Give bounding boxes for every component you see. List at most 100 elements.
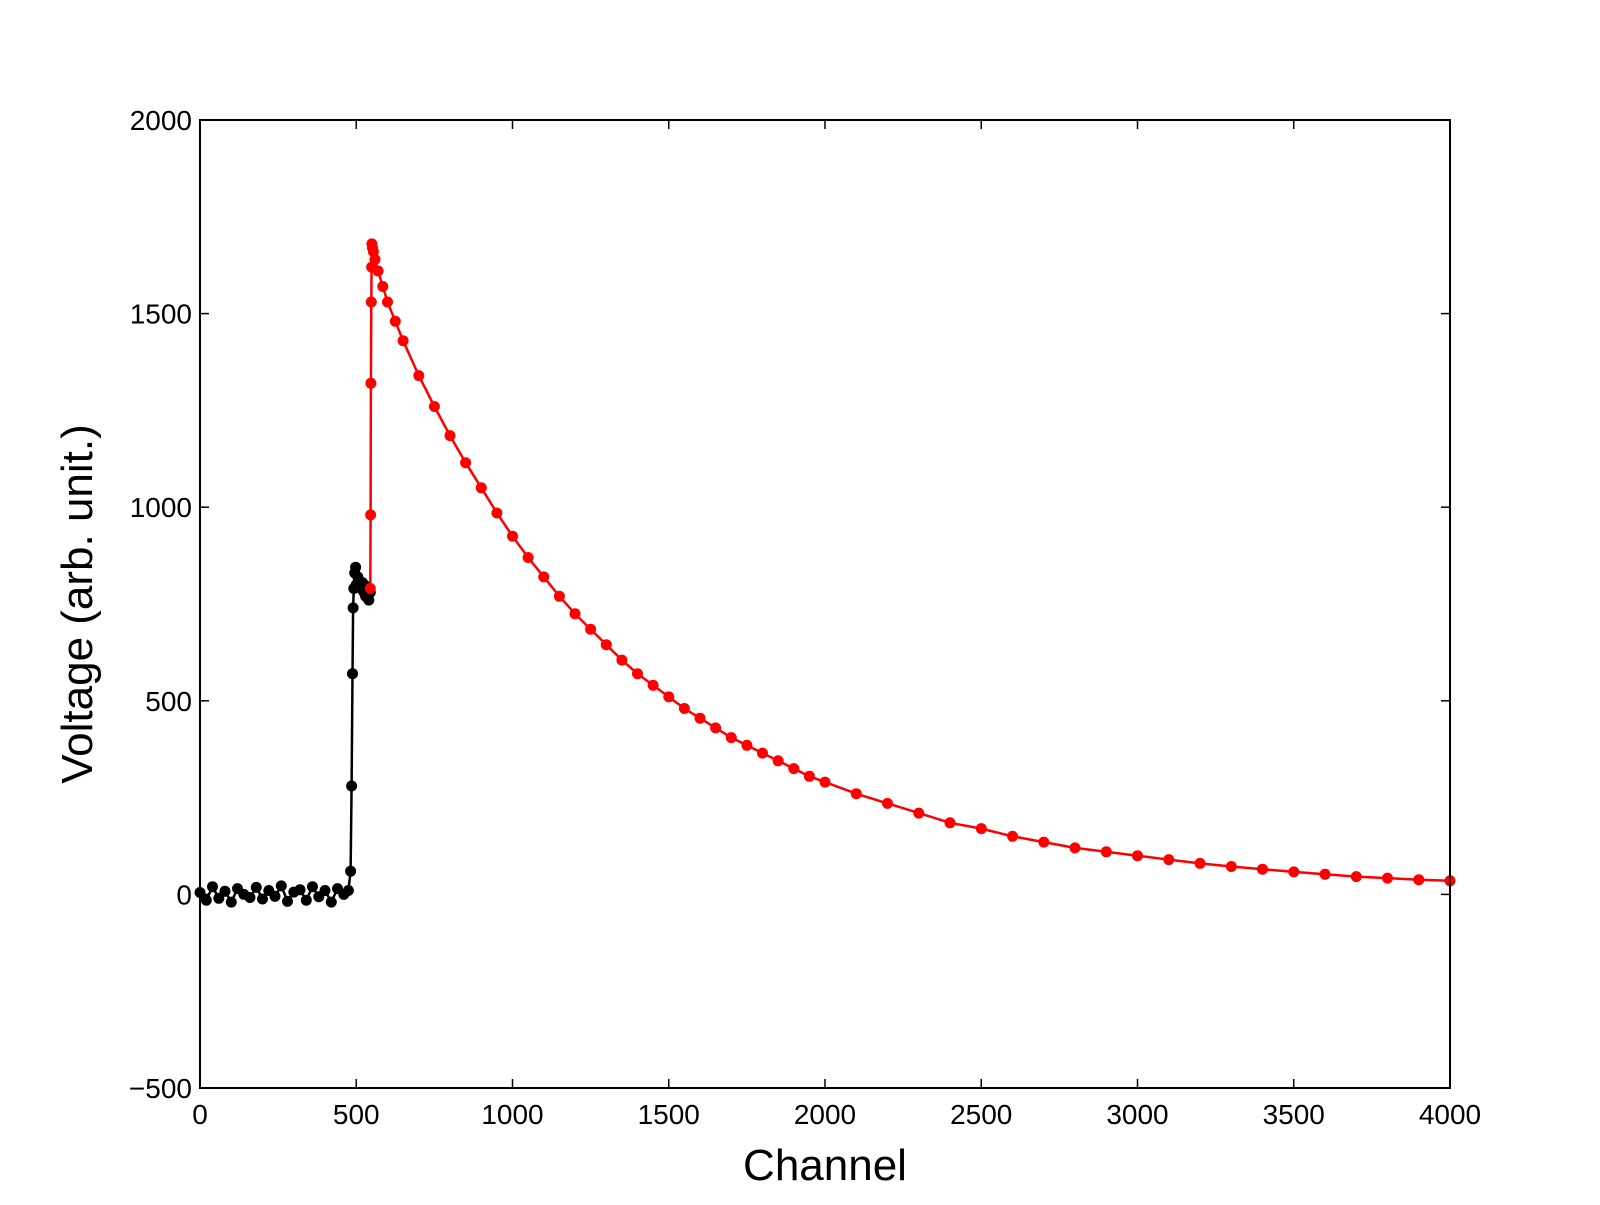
x-tick-label: 4000 [1419,1099,1481,1130]
data-point [269,890,281,902]
x-axis-label: Channel [743,1141,907,1190]
data-point [365,377,377,389]
plot-area [200,120,1450,1088]
data-point [346,780,358,792]
x-tick-label: 0 [192,1099,208,1130]
data-point [944,817,956,829]
data-point [257,893,268,905]
data-point [819,776,831,788]
y-tick-label: 1000 [130,492,192,523]
series-1 [364,238,1456,887]
data-point [850,788,862,800]
data-point [1132,850,1143,862]
data-point [538,571,550,583]
data-point [300,894,312,906]
data-point [694,712,706,724]
data-point [377,281,389,292]
data-point [569,608,581,620]
data-point [616,654,628,666]
y-axis: −500 0 500 1000 1500 2000 [129,105,1450,1104]
data-point [1100,846,1112,858]
data-point [522,552,534,563]
x-tick-label: 1500 [638,1099,700,1130]
data-point [397,335,409,347]
y-axis-label: Voltage (arb. unit.) [53,424,102,784]
y-tick-label: 1500 [130,299,192,330]
data-point [788,763,800,775]
data-point [282,895,293,907]
data-point [1194,857,1206,869]
data-point [307,881,318,893]
data-point [275,880,287,892]
data-point [491,507,503,519]
data-point [1413,874,1425,886]
data-point [507,530,518,542]
data-point [647,679,659,691]
data-point [632,668,643,680]
data-point [345,865,357,877]
data-point [803,770,815,782]
data-point [369,253,381,265]
data-point [428,401,440,412]
data-point [413,370,425,382]
data-point [207,881,218,893]
data-point [741,739,753,751]
data-point [364,583,376,594]
data-point [219,885,231,897]
x-tick-label: 1000 [481,1099,543,1130]
data-point [342,885,354,896]
x-tick-label: 2500 [950,1099,1012,1130]
data-point [772,755,784,767]
data-point [1225,861,1237,872]
data-point [678,703,690,714]
data-point [1257,863,1268,875]
data-point [382,296,393,308]
data-point [600,639,612,651]
data-point [1038,836,1050,848]
data-point [347,668,358,680]
data-point [319,885,331,896]
data-point [757,747,768,759]
data-point [225,896,237,908]
series-layer [194,238,1456,908]
data-point [389,315,401,327]
data-point [1163,854,1175,866]
data-point [444,430,456,442]
data-point [975,823,987,835]
data-point [585,623,597,635]
data-point [725,732,737,744]
x-tick-label: 3500 [1263,1099,1325,1130]
data-point [475,482,487,494]
data-point [663,691,675,703]
data-point [1288,866,1300,878]
y-tick-label: 500 [145,686,192,717]
data-point [460,457,472,469]
x-tick-label: 2000 [794,1099,856,1130]
data-point [250,881,262,893]
x-tick-label: 3000 [1106,1099,1168,1130]
data-point [710,722,722,734]
data-point [1319,868,1331,880]
data-point [882,797,893,809]
data-point [1069,842,1081,854]
y-tick-label: 0 [176,879,192,910]
data-point [1382,872,1393,884]
data-point [1350,871,1362,883]
data-point [1007,830,1018,842]
data-point [350,561,362,573]
data-point [913,807,925,819]
data-point [347,602,359,614]
data-point [365,509,377,521]
x-tick-label: 500 [333,1099,380,1130]
y-tick-label: −500 [129,1073,192,1104]
data-point [244,892,256,903]
data-point [365,296,377,308]
data-point [294,884,306,896]
y-tick-label: 2000 [130,105,192,136]
data-point [200,894,212,906]
series-0 [194,561,376,908]
data-point [553,590,565,602]
data-point [325,896,337,908]
